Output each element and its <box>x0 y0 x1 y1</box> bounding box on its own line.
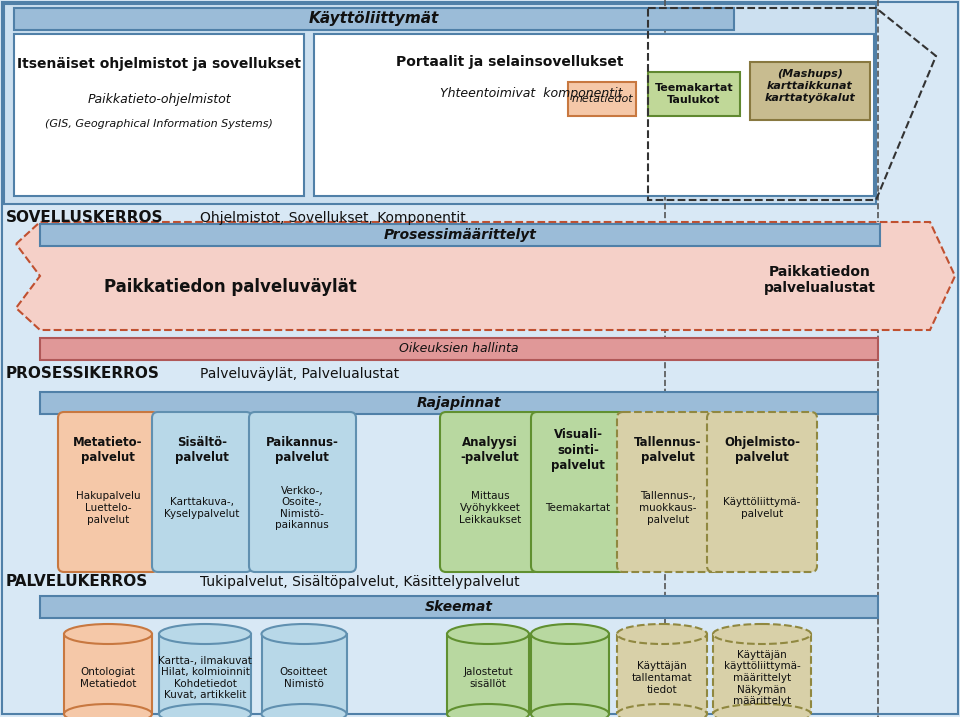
Bar <box>64 634 152 714</box>
Bar <box>40 392 878 414</box>
Text: Mittaus
Vyöhykkeet
Leikkaukset: Mittaus Vyöhykkeet Leikkaukset <box>459 491 521 525</box>
Text: Yhteentoimivat  komponentit: Yhteentoimivat komponentit <box>440 87 622 100</box>
Bar <box>261 634 347 714</box>
Ellipse shape <box>159 704 251 717</box>
Text: Paikkatiedon palveluväylät: Paikkatiedon palveluväylät <box>104 278 356 296</box>
FancyBboxPatch shape <box>440 412 540 572</box>
Text: SOVELLUSKERROS: SOVELLUSKERROS <box>6 211 163 226</box>
Polygon shape <box>16 222 955 330</box>
Ellipse shape <box>531 704 609 717</box>
Text: PALVELUKERROS: PALVELUKERROS <box>6 574 148 589</box>
Ellipse shape <box>261 624 347 644</box>
Text: Ontologiat
Metatiedot: Ontologiat Metatiedot <box>80 668 136 689</box>
Bar <box>40 224 880 246</box>
FancyBboxPatch shape <box>58 412 158 572</box>
Text: metatiedot: metatiedot <box>571 94 633 104</box>
Ellipse shape <box>447 624 529 644</box>
FancyBboxPatch shape <box>152 412 252 572</box>
Text: (Mashups)
karttaikkunat
karttatyökalut: (Mashups) karttaikkunat karttatyökalut <box>764 70 855 103</box>
Bar <box>447 634 529 714</box>
Text: Teemakartat
Taulukot: Teemakartat Taulukot <box>655 83 733 105</box>
Bar <box>713 634 811 714</box>
Ellipse shape <box>713 704 811 717</box>
Text: Paikkatiedon
palvelualustat: Paikkatiedon palvelualustat <box>764 265 876 295</box>
Text: Karttakuva-,
Kyselypalvelut: Karttakuva-, Kyselypalvelut <box>164 497 240 519</box>
Text: Portaalit ja selainsovellukset: Portaalit ja selainsovellukset <box>396 55 624 69</box>
Bar <box>4 4 876 204</box>
Ellipse shape <box>447 704 529 717</box>
Text: Prosessimäärittelyt: Prosessimäärittelyt <box>384 228 537 242</box>
Text: Rajapinnat: Rajapinnat <box>417 396 501 410</box>
Text: Käyttäjän
käyttöliittymä-
määrittelyt
Näkymän
määrittelyt: Käyttäjän käyttöliittymä- määrittelyt Nä… <box>724 650 801 706</box>
Bar <box>568 82 636 116</box>
Text: Jalostetut
sisällöt: Jalostetut sisällöt <box>463 668 513 689</box>
Text: Itsenäiset ohjelmistot ja sovellukset: Itsenäiset ohjelmistot ja sovellukset <box>17 57 301 71</box>
Text: Visuali-
sointi-
palvelut: Visuali- sointi- palvelut <box>551 429 605 472</box>
Text: Tukipalvelut, Sisältöpalvelut, Käsittelypalvelut: Tukipalvelut, Sisältöpalvelut, Käsittely… <box>200 575 519 589</box>
Bar <box>14 34 304 196</box>
Text: Käyttöliittymät: Käyttöliittymät <box>309 11 439 27</box>
Text: Teemakartat: Teemakartat <box>545 503 611 513</box>
Text: Verkko-,
Osoite-,
Nimistö-
paikannus: Verkko-, Osoite-, Nimistö- paikannus <box>276 485 329 531</box>
Text: Kartta-, ilmakuvat
Hilat, kolmioinnit
Kohdetiedot
Kuvat, artikkelit: Kartta-, ilmakuvat Hilat, kolmioinnit Ko… <box>158 655 252 701</box>
Ellipse shape <box>617 624 707 644</box>
Bar <box>314 34 874 196</box>
Bar <box>531 634 609 714</box>
Bar <box>159 634 251 714</box>
Ellipse shape <box>64 624 152 644</box>
Ellipse shape <box>64 704 152 717</box>
Text: Tallennus-
palvelut: Tallennus- palvelut <box>635 436 702 464</box>
FancyBboxPatch shape <box>249 412 356 572</box>
Ellipse shape <box>713 624 811 644</box>
Ellipse shape <box>159 624 251 644</box>
Text: PROSESSIKERROS: PROSESSIKERROS <box>6 366 160 381</box>
Text: Ohjelmistot, Sovellukset, Komponentit: Ohjelmistot, Sovellukset, Komponentit <box>200 211 466 225</box>
Text: Paikkatieto-ohjelmistot: Paikkatieto-ohjelmistot <box>87 92 230 105</box>
Text: Palveluväylät, Palvelualustat: Palveluväylät, Palvelualustat <box>200 367 399 381</box>
Text: Metatieto-
palvelut: Metatieto- palvelut <box>73 436 143 464</box>
Text: Oikeuksien hallinta: Oikeuksien hallinta <box>399 343 518 356</box>
Bar <box>14 8 734 30</box>
Ellipse shape <box>261 704 347 717</box>
FancyBboxPatch shape <box>617 412 719 572</box>
Text: Analyysi
-palvelut: Analyysi -palvelut <box>461 436 519 464</box>
Ellipse shape <box>531 624 609 644</box>
Bar <box>648 72 740 116</box>
Text: (GIS, Geographical Information Systems): (GIS, Geographical Information Systems) <box>45 119 273 129</box>
Text: Käyttöliittymä-
palvelut: Käyttöliittymä- palvelut <box>723 497 801 519</box>
Bar <box>40 596 878 618</box>
Bar <box>750 62 870 120</box>
FancyBboxPatch shape <box>531 412 625 572</box>
Text: Skeemat: Skeemat <box>425 600 493 614</box>
Bar <box>617 634 707 714</box>
Text: Ohjelmisto-
palvelut: Ohjelmisto- palvelut <box>724 436 800 464</box>
Text: Osoitteet
Nimistö: Osoitteet Nimistö <box>280 668 328 689</box>
Text: Hakupalvelu
Luettelo-
palvelut: Hakupalvelu Luettelo- palvelut <box>76 491 140 525</box>
Bar <box>40 338 878 360</box>
FancyBboxPatch shape <box>707 412 817 572</box>
Text: Paikannus-
palvelut: Paikannus- palvelut <box>266 436 339 464</box>
Text: Tallennus-,
muokkaus-
palvelut: Tallennus-, muokkaus- palvelut <box>639 491 697 525</box>
Ellipse shape <box>617 704 707 717</box>
Text: Sisältö-
palvelut: Sisältö- palvelut <box>175 436 228 464</box>
Text: Käyttäjän
tallentamat
tiedot: Käyttäjän tallentamat tiedot <box>632 661 692 695</box>
